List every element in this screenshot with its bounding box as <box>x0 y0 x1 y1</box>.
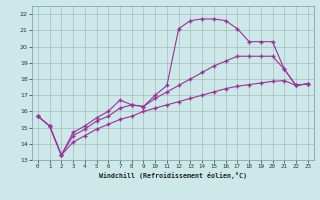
X-axis label: Windchill (Refroidissement éolien,°C): Windchill (Refroidissement éolien,°C) <box>99 172 247 179</box>
